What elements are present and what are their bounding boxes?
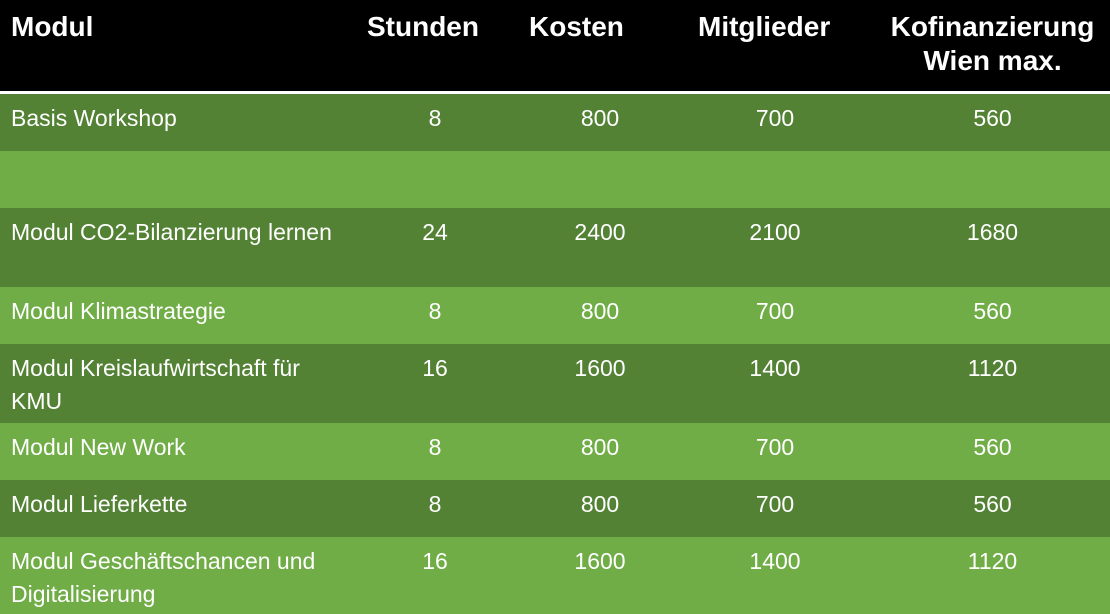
- cell-mitglieder: 700: [755, 434, 795, 460]
- cell-modul: Modul CO2-Bilanzierung lernen: [11, 219, 332, 245]
- cell-kofinanzierung: [875, 151, 1110, 208]
- table-row: Basis Workshop 8 800 700 560: [0, 94, 1110, 151]
- cell-stunden: 16: [422, 355, 448, 381]
- cell-modul: Basis Workshop: [11, 105, 177, 131]
- cell-modul: Modul Kreislaufwirtschaft für KMU: [11, 355, 300, 414]
- cell-kosten: 800: [580, 298, 620, 324]
- table-row: Modul Klimastrategie 8 800 700 560: [0, 287, 1110, 344]
- cell-kosten: 2400: [574, 219, 626, 245]
- cell-mitglieder: 1400: [749, 548, 801, 574]
- cell-kosten: 1600: [574, 355, 626, 381]
- cell-stunden: 8: [428, 434, 442, 460]
- cell-kofinanzierung: 560: [973, 434, 1012, 460]
- cell-stunden: 24: [422, 219, 448, 245]
- cell-modul: Modul Geschäftschancen und Digitalisieru…: [11, 548, 316, 607]
- table-header: Modul Stunden Kosten Mitglieder Kofinanz…: [0, 0, 1110, 94]
- table-row: [0, 151, 1110, 208]
- table-row: Modul Geschäftschancen und Digitalisieru…: [0, 537, 1110, 614]
- cell-kosten: 800: [580, 491, 620, 517]
- cell-mitglieder: 700: [755, 298, 795, 324]
- cell-mitglieder: 1400: [749, 355, 801, 381]
- cell-kosten: 1600: [574, 548, 626, 574]
- cell-kofinanzierung: 560: [973, 105, 1012, 131]
- header-kofinanzierung-line1: Kofinanzierung: [890, 11, 1095, 42]
- cell-kofinanzierung: 560: [973, 298, 1012, 324]
- cell-modul: Modul New Work: [11, 434, 186, 460]
- cell-mitglieder: 700: [755, 491, 795, 517]
- cell-kosten: [525, 151, 675, 208]
- header-kofinanzierung: Kofinanzierung Wien max.: [875, 0, 1110, 91]
- cell-kofinanzierung: 1120: [967, 548, 1018, 574]
- cell-modul: Modul Klimastrategie: [11, 298, 226, 324]
- header-kofinanzierung-line2: Wien max.: [923, 45, 1062, 76]
- cell-modul: Modul Lieferkette: [11, 491, 188, 517]
- header-modul: Modul: [11, 11, 94, 42]
- cell-stunden: 8: [428, 491, 442, 517]
- cell-mitglieder: 700: [755, 105, 795, 131]
- cell-mitglieder: 2100: [749, 219, 801, 245]
- cell-kosten: 800: [580, 105, 620, 131]
- cell-stunden: 8: [428, 298, 442, 324]
- cell-stunden: [345, 151, 525, 208]
- cell-stunden: 16: [422, 548, 448, 574]
- cell-kosten: 800: [580, 434, 620, 460]
- cell-kofinanzierung: 1680: [966, 219, 1019, 245]
- table-row: Modul Lieferkette 8 800 700 560: [0, 480, 1110, 537]
- cell-mitglieder: [675, 151, 875, 208]
- table-row: Modul New Work 8 800 700 560: [0, 423, 1110, 480]
- cell-kofinanzierung: 560: [973, 491, 1012, 517]
- cell-kofinanzierung: 1120: [967, 355, 1018, 381]
- header-kosten: Kosten: [529, 11, 624, 42]
- header-mitglieder: Mitglieder: [698, 11, 831, 42]
- table-row: Modul Kreislaufwirtschaft für KMU 16 160…: [0, 344, 1110, 423]
- cell-stunden: 8: [428, 105, 442, 131]
- cell-modul: [0, 151, 345, 208]
- header-stunden: Stunden: [367, 11, 479, 42]
- table-row: Modul CO2-Bilanzierung lernen 24 2400 21…: [0, 208, 1110, 287]
